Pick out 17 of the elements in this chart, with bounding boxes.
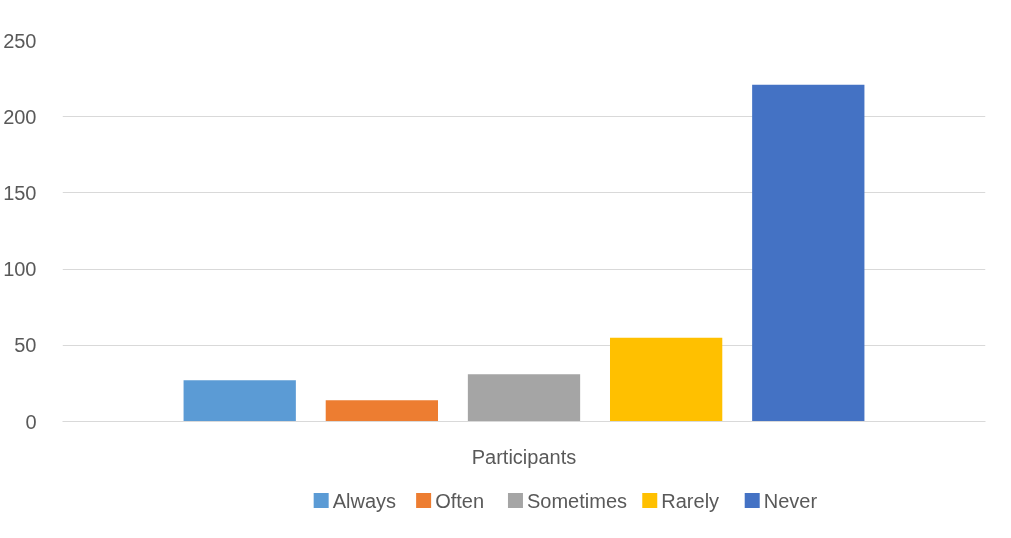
y-tick-label: 250 bbox=[3, 29, 37, 52]
y-tick-label: 200 bbox=[3, 105, 37, 128]
bar bbox=[610, 337, 723, 422]
legend-label: Never bbox=[763, 489, 818, 512]
bar bbox=[467, 374, 581, 422]
y-tick-label: 50 bbox=[14, 334, 37, 357]
y-tick-label: 150 bbox=[3, 181, 37, 204]
x-tick-label: Participants bbox=[471, 445, 577, 468]
legend-label: Always bbox=[332, 489, 397, 512]
bar bbox=[752, 84, 865, 422]
y-tick-label: 100 bbox=[3, 258, 37, 281]
legend-label: Often bbox=[435, 489, 485, 512]
bar bbox=[183, 380, 296, 422]
y-tick-label: 0 bbox=[25, 410, 37, 433]
legend-label: Rarely bbox=[661, 489, 720, 512]
legend-label: Sometimes bbox=[527, 489, 628, 512]
bar bbox=[325, 400, 438, 422]
